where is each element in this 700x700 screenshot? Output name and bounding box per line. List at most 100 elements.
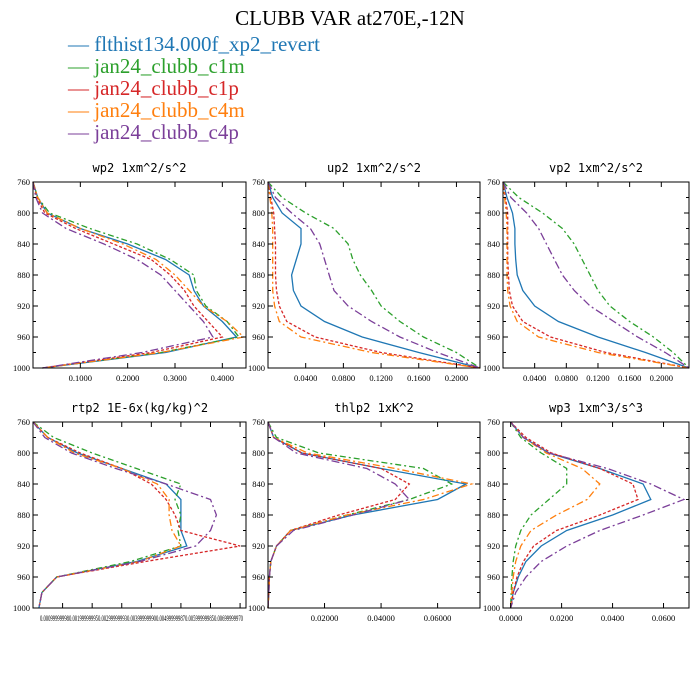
legend-label-3: jan24_clubb_c1p <box>94 76 239 100</box>
y-tick-label: 760 <box>487 177 500 187</box>
x-tick-label: 0.1200 <box>369 373 392 383</box>
y-tick-label: 920 <box>17 541 30 551</box>
series-line-2 <box>509 421 568 609</box>
legend-line-5-icon: — <box>68 120 95 144</box>
y-tick-label: 840 <box>487 239 500 249</box>
series-line-1 <box>267 421 468 609</box>
x-tick-label: 0.2000 <box>116 373 139 383</box>
series-line-5 <box>32 181 214 369</box>
y-tick-label: 1000 <box>248 603 265 613</box>
series-line-2 <box>32 421 182 609</box>
legend-line-2-icon: — <box>68 54 95 78</box>
series-line-5 <box>509 421 686 609</box>
panel-3: vp2 1xm^2/s^2 760 800 840 880 920 960 1000 0.040… <box>483 161 690 383</box>
plot-frame <box>502 181 690 369</box>
y-tick-label: 880 <box>252 270 265 280</box>
x-tick-label: 0.0800 <box>332 373 355 383</box>
series-line-3 <box>267 181 481 369</box>
legend-label-4: jan24_clubb_c4m <box>94 98 245 122</box>
y-tick-label: 880 <box>252 510 265 520</box>
x-tick-label: 0.0400 <box>294 373 317 383</box>
y-tick-label: 960 <box>252 332 265 342</box>
series-line-4 <box>267 421 475 609</box>
panel-title: wp2 1xm^2/s^2 <box>93 161 187 175</box>
series-line-3 <box>509 421 639 609</box>
panel-6: wp3 1xm^3/s^3 760 800 840 880 920 960 10000.000… <box>483 401 690 623</box>
series-line-3 <box>32 421 241 609</box>
legend-entry-1: — flthist134.000f_xp2_revert <box>68 33 320 55</box>
x-tick-label: 0.0800 <box>555 373 578 383</box>
y-tick-label: 760 <box>487 417 500 427</box>
y-tick-label: 760 <box>17 177 30 187</box>
series-line-1 <box>267 181 481 369</box>
x-tick-label: 0.06000 <box>424 613 452 623</box>
x-tick-label: 0.0000 <box>499 613 522 623</box>
y-tick-label: 960 <box>487 572 500 582</box>
legend-line-4-icon: — <box>68 98 95 122</box>
x-tick-label: 0.1600 <box>407 373 430 383</box>
legend-label-2: jan24_clubb_c1m <box>94 54 245 78</box>
legend-entry-4: — jan24_clubb_c4m <box>68 99 245 121</box>
x-tick-label: 0.4000 <box>211 373 234 383</box>
y-tick-label: 960 <box>17 572 30 582</box>
legend-entry-3: — jan24_clubb_c1p <box>68 77 239 99</box>
x-tick-label: 0.0400 <box>601 613 624 623</box>
x-tick-label: 0.1600 <box>618 373 641 383</box>
legend-line-1-icon: — <box>68 32 95 56</box>
y-tick-label: 800 <box>252 448 265 458</box>
panel-title: vp2 1xm^2/s^2 <box>549 161 643 175</box>
x-tick-label: 0.2000 <box>445 373 468 383</box>
x-tick-label: 0.3000 <box>163 373 186 383</box>
series-line-5 <box>502 181 690 369</box>
y-tick-label: 960 <box>252 572 265 582</box>
y-tick-label: 920 <box>252 541 265 551</box>
y-tick-label: 840 <box>17 239 30 249</box>
x-tick-label: 0.2000 <box>650 373 673 383</box>
y-tick-label: 880 <box>17 270 30 280</box>
y-tick-label: 840 <box>252 239 265 249</box>
panel-2: up2 1xm^2/s^2 760 800 840 880 920 960 1000 0.040… <box>248 161 481 383</box>
y-tick-label: 800 <box>487 208 500 218</box>
y-tick-label: 800 <box>487 448 500 458</box>
y-tick-label: 880 <box>17 510 30 520</box>
y-tick-label: 760 <box>17 417 30 427</box>
y-tick-label: 840 <box>252 479 265 489</box>
y-tick-label: 920 <box>252 301 265 311</box>
y-tick-label: 960 <box>17 332 30 342</box>
panel-title: rtp2 1E-6x(kg/kg)^2 <box>71 401 208 415</box>
y-tick-label: 880 <box>487 510 500 520</box>
y-tick-label: 1000 <box>13 363 30 373</box>
x-tick-label: 0.000999999980.001999999950.002999999930… <box>40 613 243 623</box>
x-tick-label: 0.1000 <box>69 373 92 383</box>
panel-5: thlp2 1xK^2 760 800 840 880 920 960 1000 0.02000… <box>248 401 481 623</box>
series-line-1 <box>32 421 188 609</box>
x-tick-label: 0.0200 <box>550 613 573 623</box>
panel-title: up2 1xm^2/s^2 <box>327 161 421 175</box>
series-line-4 <box>32 421 182 609</box>
series-line-3 <box>267 421 411 609</box>
x-tick-label: 0.0400 <box>523 373 546 383</box>
panel-4: rtp2 1E-6x(kg/kg)^2 760 800 840 880 920 960 100… <box>13 401 247 623</box>
series-line-4 <box>32 181 245 369</box>
series-line-3 <box>502 181 690 369</box>
series-line-2 <box>502 181 690 369</box>
panel-title: thlp2 1xK^2 <box>334 401 413 415</box>
series-line-4 <box>502 181 690 369</box>
panel-title: wp3 1xm^3/s^3 <box>549 401 643 415</box>
y-tick-label: 920 <box>487 301 500 311</box>
y-tick-label: 800 <box>252 208 265 218</box>
series-line-2 <box>267 181 481 369</box>
series-line-4 <box>509 421 601 609</box>
series-line-5 <box>267 181 481 369</box>
y-tick-label: 800 <box>17 448 30 458</box>
y-tick-label: 920 <box>17 301 30 311</box>
series-line-3 <box>32 181 224 369</box>
y-tick-label: 960 <box>487 332 500 342</box>
series-line-1 <box>502 181 690 369</box>
x-tick-label: 0.1200 <box>586 373 609 383</box>
y-tick-label: 800 <box>17 208 30 218</box>
y-tick-label: 1000 <box>13 603 30 613</box>
y-tick-label: 920 <box>487 541 500 551</box>
